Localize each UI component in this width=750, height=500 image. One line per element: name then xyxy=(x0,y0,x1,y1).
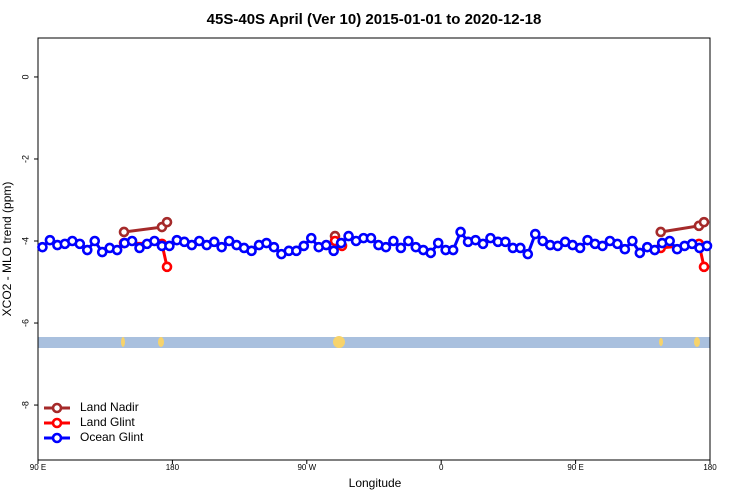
point xyxy=(455,226,466,238)
point xyxy=(649,244,661,256)
point xyxy=(261,237,272,249)
legend-label: Land Glint xyxy=(80,415,135,429)
point xyxy=(164,240,175,252)
point xyxy=(335,237,347,249)
point xyxy=(447,244,459,256)
point xyxy=(44,234,56,246)
point xyxy=(320,239,332,251)
x-tick-label: 90 W xyxy=(297,463,316,472)
point xyxy=(529,228,541,240)
point xyxy=(698,261,710,273)
point xyxy=(343,230,354,242)
legend-marker xyxy=(51,402,63,414)
point xyxy=(216,241,227,253)
point xyxy=(74,238,86,250)
point xyxy=(149,235,160,247)
y-tick-label: -6 xyxy=(20,319,30,327)
point xyxy=(552,240,563,252)
x-tick-label: 90 E xyxy=(567,463,583,472)
point xyxy=(118,226,130,238)
point xyxy=(574,242,586,254)
y-tick-label: -8 xyxy=(20,401,30,409)
point xyxy=(268,241,280,253)
point xyxy=(388,235,399,247)
legend-label: Land Nadir xyxy=(80,400,139,414)
point xyxy=(425,247,437,259)
point xyxy=(619,243,631,255)
point xyxy=(500,236,511,248)
point xyxy=(627,235,638,247)
point xyxy=(96,246,108,258)
point xyxy=(365,232,377,244)
point xyxy=(395,242,407,254)
point xyxy=(328,245,339,257)
x-tick-label: 90 E xyxy=(30,463,46,472)
point xyxy=(522,248,534,260)
point xyxy=(89,235,101,247)
point xyxy=(515,242,526,254)
point xyxy=(477,238,489,250)
point xyxy=(186,239,198,251)
point xyxy=(597,240,608,252)
point xyxy=(246,245,257,257)
point xyxy=(305,232,317,244)
point xyxy=(298,240,310,252)
y-tick-label: -4 xyxy=(20,237,30,245)
point xyxy=(111,244,123,256)
point xyxy=(223,235,235,247)
point xyxy=(655,226,667,238)
x-tick-label: 180 xyxy=(166,463,180,472)
point xyxy=(701,240,713,252)
legend-marker xyxy=(51,432,63,444)
x-tick-label: 180 xyxy=(703,463,717,472)
point xyxy=(161,261,173,273)
point xyxy=(686,238,698,250)
point xyxy=(208,236,220,248)
point xyxy=(612,238,623,250)
land-ocean-strip xyxy=(38,336,710,348)
y-axis-label: XCO2 - MLO trend (ppm) xyxy=(0,182,14,317)
legend-label: Ocean Glint xyxy=(80,430,144,444)
point xyxy=(537,235,549,247)
point xyxy=(134,242,145,254)
point xyxy=(634,247,646,259)
x-tick-label: 0 xyxy=(439,463,444,472)
legend-marker xyxy=(51,417,63,429)
point xyxy=(161,216,173,228)
point xyxy=(81,244,93,256)
chart-title: 45S-40S April (Ver 10) 2015-01-01 to 202… xyxy=(207,11,542,28)
point xyxy=(698,216,710,228)
point xyxy=(432,237,444,249)
point xyxy=(664,235,675,247)
point xyxy=(380,241,392,253)
point xyxy=(193,235,205,247)
y-tick-label: 0 xyxy=(20,74,30,79)
point xyxy=(403,235,414,247)
y-tick-label: -2 xyxy=(20,155,30,163)
point xyxy=(126,235,138,247)
point xyxy=(37,241,48,253)
series-line xyxy=(123,220,705,234)
point xyxy=(291,245,302,257)
x-axis-label: Longitude xyxy=(349,476,402,490)
